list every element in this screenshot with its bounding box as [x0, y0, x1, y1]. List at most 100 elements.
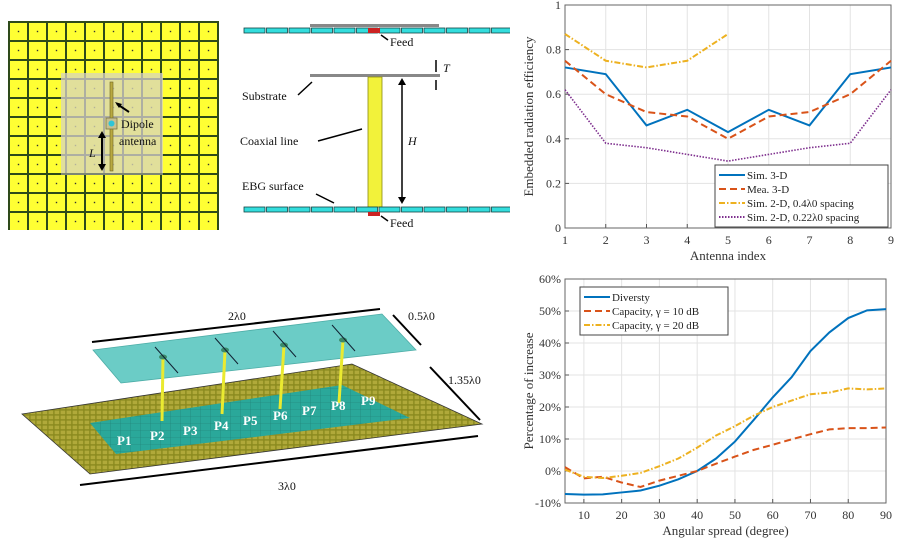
coaxial-line-label: Coaxial line [240, 134, 298, 148]
y-tick-label: 0% [545, 464, 561, 478]
ebg-cell [289, 28, 310, 33]
side-view-panel: Feed Feed T H Substrate Coaxial line EBG… [230, 0, 510, 230]
via-dot [75, 202, 76, 203]
y-tick-label: 0.2 [546, 176, 561, 190]
via-dot [56, 31, 57, 32]
ebg-cell [492, 207, 511, 212]
via-dot [189, 183, 190, 184]
side-view-drawing: Feed Feed T H Substrate Coaxial line EBG… [230, 0, 510, 230]
y-tick-label: 30% [539, 368, 561, 382]
via-dot [189, 164, 190, 165]
port-label: P8 [331, 398, 346, 413]
ebg-cell [424, 207, 445, 212]
via-dot [56, 145, 57, 146]
ebg-cell [312, 28, 333, 33]
x-tick-label: 90 [880, 508, 892, 522]
via-dot [189, 69, 190, 70]
ebg-cell [244, 28, 265, 33]
via-dot [170, 69, 171, 70]
via-dot [18, 126, 19, 127]
bottom-feed-block [368, 212, 380, 216]
via-dot [37, 164, 38, 165]
via-dot [132, 50, 133, 51]
arrow-to-ebg [316, 194, 334, 203]
via-dot [18, 221, 19, 222]
ground-length-label: 3λ0 [278, 479, 296, 493]
via-dot [208, 50, 209, 51]
via-dot [208, 31, 209, 32]
via-dot [208, 107, 209, 108]
thickness-label: T [443, 61, 451, 75]
via-dot [94, 69, 95, 70]
via-dot [151, 202, 152, 203]
ebg-cell [447, 28, 468, 33]
via-dot [170, 88, 171, 89]
x-tick-label: 1 [562, 233, 568, 247]
via-dot [37, 107, 38, 108]
x-tick-label: 80 [842, 508, 854, 522]
via-dot [170, 31, 171, 32]
arrow-to-coax [318, 129, 362, 141]
via-dot [18, 31, 19, 32]
via-dot [18, 164, 19, 165]
via-dot [170, 50, 171, 51]
y-tick-label: -10% [535, 496, 561, 510]
via-dot [56, 183, 57, 184]
top-width-label: 0.5λ0 [408, 309, 435, 323]
x-tick-label: 9 [888, 233, 894, 247]
via-dot [113, 221, 114, 222]
y-tick-label: 0.6 [546, 87, 561, 101]
dipole-label: Dipole [121, 117, 154, 131]
via-dot [56, 202, 57, 203]
via-dot [189, 107, 190, 108]
ebg-cell [334, 28, 355, 33]
via-dot [208, 126, 209, 127]
x-axis-label: Angular spread (degree) [662, 523, 788, 538]
feed-point-icon [109, 121, 115, 127]
via-dot [18, 50, 19, 51]
via-dot [56, 107, 57, 108]
x-tick-label: 20 [616, 508, 628, 522]
x-tick-label: 5 [725, 233, 731, 247]
via-dot [18, 107, 19, 108]
arrow-to-substrate [298, 82, 312, 95]
ebg-cell [357, 207, 378, 212]
port-label: P6 [273, 408, 288, 423]
y-axis-label: Percentage of increase [521, 332, 536, 449]
x-tick-label: 7 [807, 233, 813, 247]
via-dot [56, 126, 57, 127]
via-dot [208, 221, 209, 222]
via-dot [37, 69, 38, 70]
top-substrate-strip [310, 24, 439, 27]
ebg-cell [469, 207, 490, 212]
legend-entry: Sim. 3-D [747, 170, 787, 182]
ebg-cell [402, 207, 423, 212]
y-tick-label: 0.8 [546, 43, 561, 57]
x-axis-label: Antenna index [690, 248, 767, 263]
x-tick-label: 4 [684, 233, 690, 247]
feed-label-top: Feed [390, 35, 413, 49]
ebg-cell [402, 28, 423, 33]
via-dot [151, 183, 152, 184]
via-dot [56, 221, 57, 222]
via-dot [170, 183, 171, 184]
via-dot [170, 145, 171, 146]
via-dot [18, 202, 19, 203]
arrowhead-up-icon [398, 78, 406, 85]
arrowhead-down-icon [398, 197, 406, 204]
via-dot [94, 50, 95, 51]
via-dot [113, 50, 114, 51]
coaxial-feed-line [162, 357, 163, 421]
ground-width-label: 1.35λ0 [448, 373, 481, 387]
via-dot [37, 221, 38, 222]
via-dot [132, 202, 133, 203]
y-tick-label: 60% [539, 272, 561, 286]
via-dot [170, 107, 171, 108]
via-dot [37, 145, 38, 146]
via-dot [75, 183, 76, 184]
ebg-cell [334, 207, 355, 212]
height-label: H [407, 134, 418, 148]
